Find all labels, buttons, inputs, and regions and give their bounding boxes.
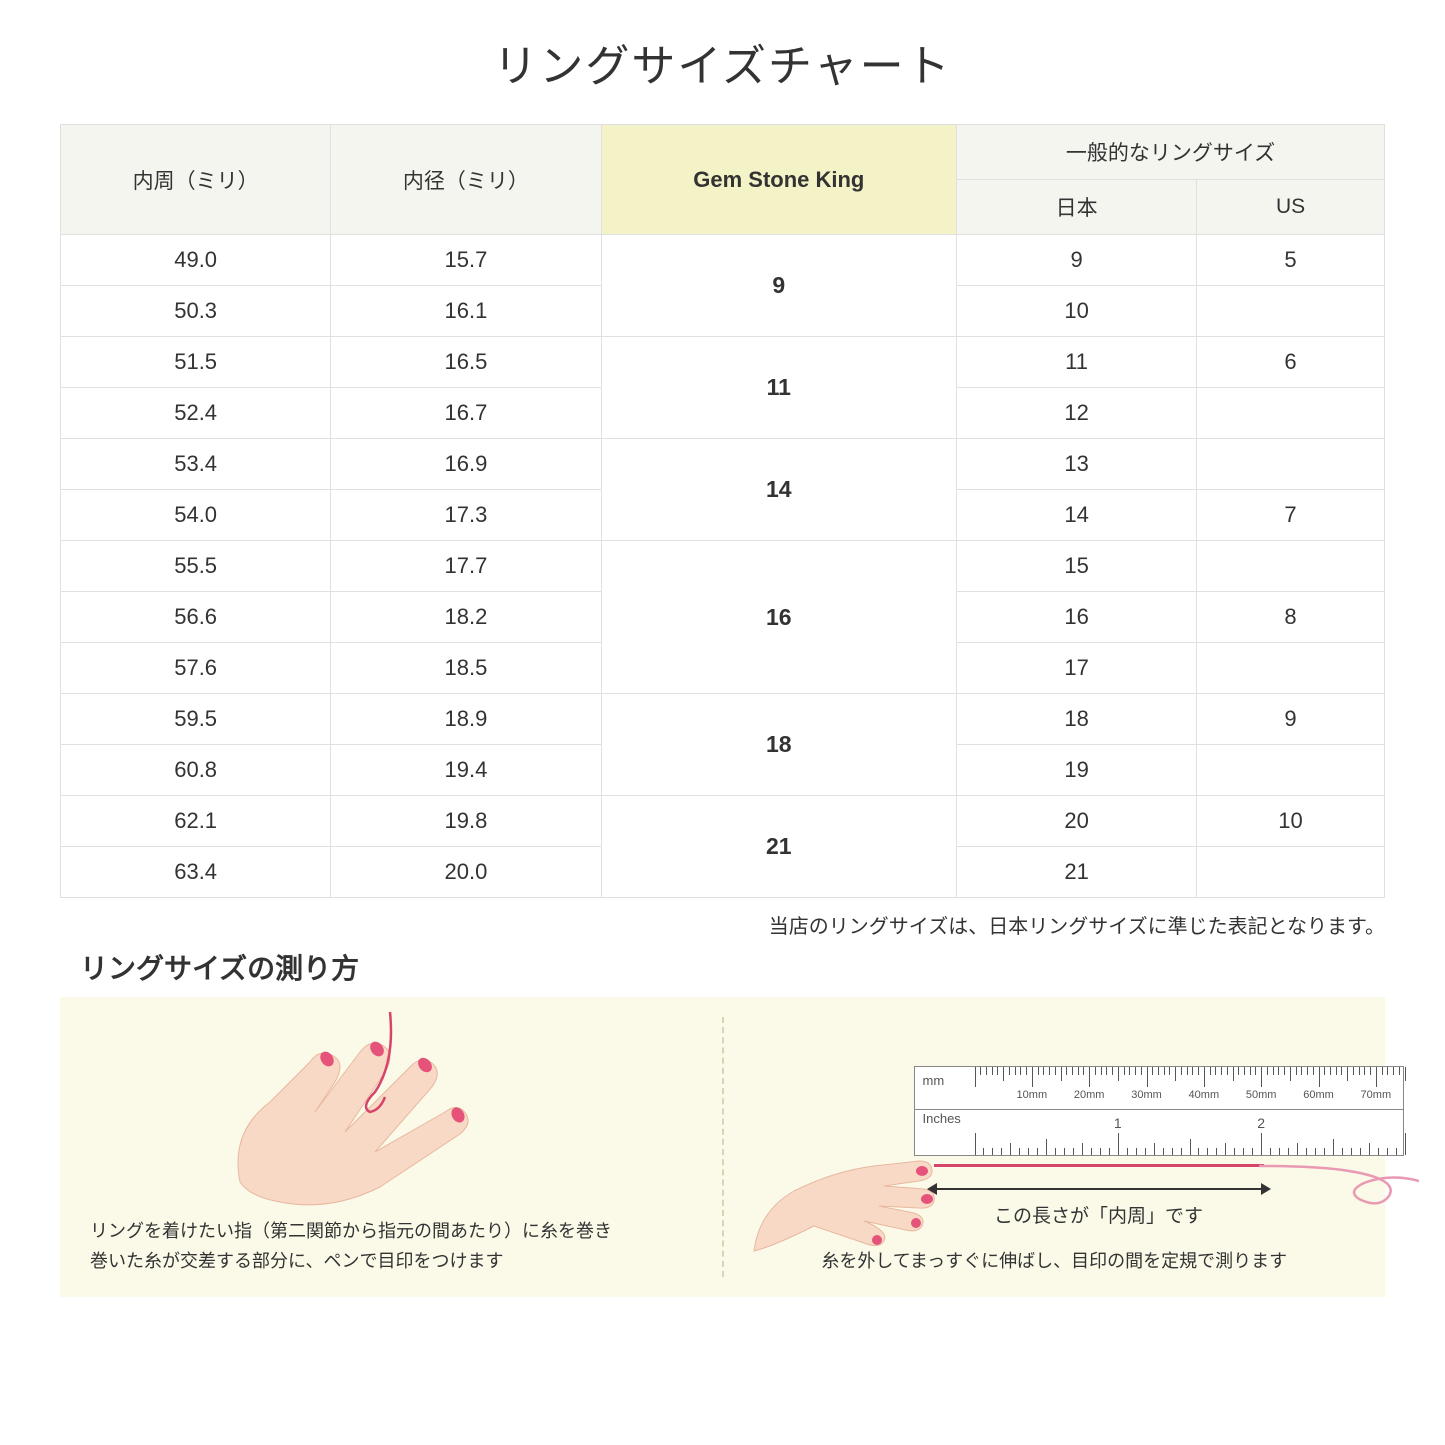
cell-gsk: 18	[601, 694, 957, 796]
cell-us: 10	[1197, 796, 1385, 847]
cell-japan: 13	[957, 439, 1197, 490]
cell-circumference: 63.4	[61, 847, 331, 898]
cell-gsk: 11	[601, 337, 957, 439]
cell-circumference: 51.5	[61, 337, 331, 388]
left-caption: リングを着けたい指（第二関節から指元の間あたり）に糸を巻き 巻いた糸が交差する部…	[90, 1216, 692, 1277]
cell-circumference: 50.3	[61, 286, 331, 337]
cell-diameter: 20.0	[331, 847, 601, 898]
howto-title: リングサイズの測り方	[80, 947, 1385, 987]
cell-us	[1197, 439, 1385, 490]
cell-japan: 16	[957, 592, 1197, 643]
cell-diameter: 16.7	[331, 388, 601, 439]
cell-us	[1197, 388, 1385, 439]
col-diameter: 内径（ミリ）	[331, 125, 601, 235]
cell-diameter: 16.9	[331, 439, 601, 490]
page-title: リングサイズチャート	[60, 30, 1385, 94]
measure-arrow	[929, 1188, 1269, 1190]
table-note: 当店のリングサイズは、日本リングサイズに準じた表記となります。	[60, 910, 1385, 939]
cell-us: 5	[1197, 235, 1385, 286]
table-row: 53.416.91413	[61, 439, 1385, 490]
cell-diameter: 17.7	[331, 541, 601, 592]
cell-us: 6	[1197, 337, 1385, 388]
cell-us	[1197, 643, 1385, 694]
cell-circumference: 49.0	[61, 235, 331, 286]
howto-left: リングを着けたい指（第二関節から指元の間あたり）に糸を巻き 巻いた糸が交差する部…	[60, 997, 722, 1297]
howto-panel: リングを着けたい指（第二関節から指元の間あたり）に糸を巻き 巻いた糸が交差する部…	[60, 997, 1385, 1297]
cell-japan: 12	[957, 388, 1197, 439]
cell-japan: 11	[957, 337, 1197, 388]
cell-diameter: 18.2	[331, 592, 601, 643]
cell-circumference: 62.1	[61, 796, 331, 847]
cell-diameter: 17.3	[331, 490, 601, 541]
col-circumference: 内周（ミリ）	[61, 125, 331, 235]
howto-right: mm Inches 10mm20mm30mm40mm50mm60mm70mm 1…	[724, 997, 1386, 1297]
cell-japan: 15	[957, 541, 1197, 592]
thread-curl	[1259, 1141, 1419, 1211]
cell-diameter: 18.5	[331, 643, 601, 694]
cell-us	[1197, 541, 1385, 592]
measure-arrow-label: この長さが「内周」です	[929, 1201, 1269, 1228]
cell-japan: 19	[957, 745, 1197, 796]
cell-diameter: 16.1	[331, 286, 601, 337]
col-general: 一般的なリングサイズ	[957, 125, 1385, 180]
cell-us	[1197, 847, 1385, 898]
cell-diameter: 15.7	[331, 235, 601, 286]
table-row: 55.517.71615	[61, 541, 1385, 592]
cell-us: 9	[1197, 694, 1385, 745]
col-us: US	[1197, 180, 1385, 235]
ruler-inches-label: Inches	[923, 1111, 961, 1126]
cell-us: 8	[1197, 592, 1385, 643]
cell-diameter: 19.4	[331, 745, 601, 796]
table-row: 59.518.918189	[61, 694, 1385, 745]
cell-japan: 9	[957, 235, 1197, 286]
col-gsk: Gem Stone King	[601, 125, 957, 235]
cell-japan: 14	[957, 490, 1197, 541]
cell-japan: 10	[957, 286, 1197, 337]
table-row: 49.015.7995	[61, 235, 1385, 286]
cell-circumference: 55.5	[61, 541, 331, 592]
cell-us	[1197, 286, 1385, 337]
cell-circumference: 60.8	[61, 745, 331, 796]
thread-line	[934, 1164, 1264, 1167]
cell-circumference: 53.4	[61, 439, 331, 490]
cell-gsk: 14	[601, 439, 957, 541]
cell-gsk: 9	[601, 235, 957, 337]
col-japan: 日本	[957, 180, 1197, 235]
cell-gsk: 21	[601, 796, 957, 898]
hand-wrap-illustration	[180, 1002, 600, 1212]
cell-japan: 18	[957, 694, 1197, 745]
table-row: 62.119.8212010	[61, 796, 1385, 847]
cell-japan: 17	[957, 643, 1197, 694]
cell-diameter: 16.5	[331, 337, 601, 388]
ring-size-table: 内周（ミリ） 内径（ミリ） Gem Stone King 一般的なリングサイズ …	[60, 124, 1385, 898]
ruler-mm-label: mm	[923, 1073, 945, 1088]
cell-japan: 20	[957, 796, 1197, 847]
cell-circumference: 56.6	[61, 592, 331, 643]
cell-circumference: 59.5	[61, 694, 331, 745]
cell-us: 7	[1197, 490, 1385, 541]
cell-diameter: 18.9	[331, 694, 601, 745]
cell-us	[1197, 745, 1385, 796]
table-row: 51.516.511116	[61, 337, 1385, 388]
cell-gsk: 16	[601, 541, 957, 694]
cell-japan: 21	[957, 847, 1197, 898]
cell-diameter: 19.8	[331, 796, 601, 847]
cell-circumference: 57.6	[61, 643, 331, 694]
ruler-area: mm Inches 10mm20mm30mm40mm50mm60mm70mm 1…	[754, 1056, 1356, 1236]
cell-circumference: 52.4	[61, 388, 331, 439]
cell-circumference: 54.0	[61, 490, 331, 541]
